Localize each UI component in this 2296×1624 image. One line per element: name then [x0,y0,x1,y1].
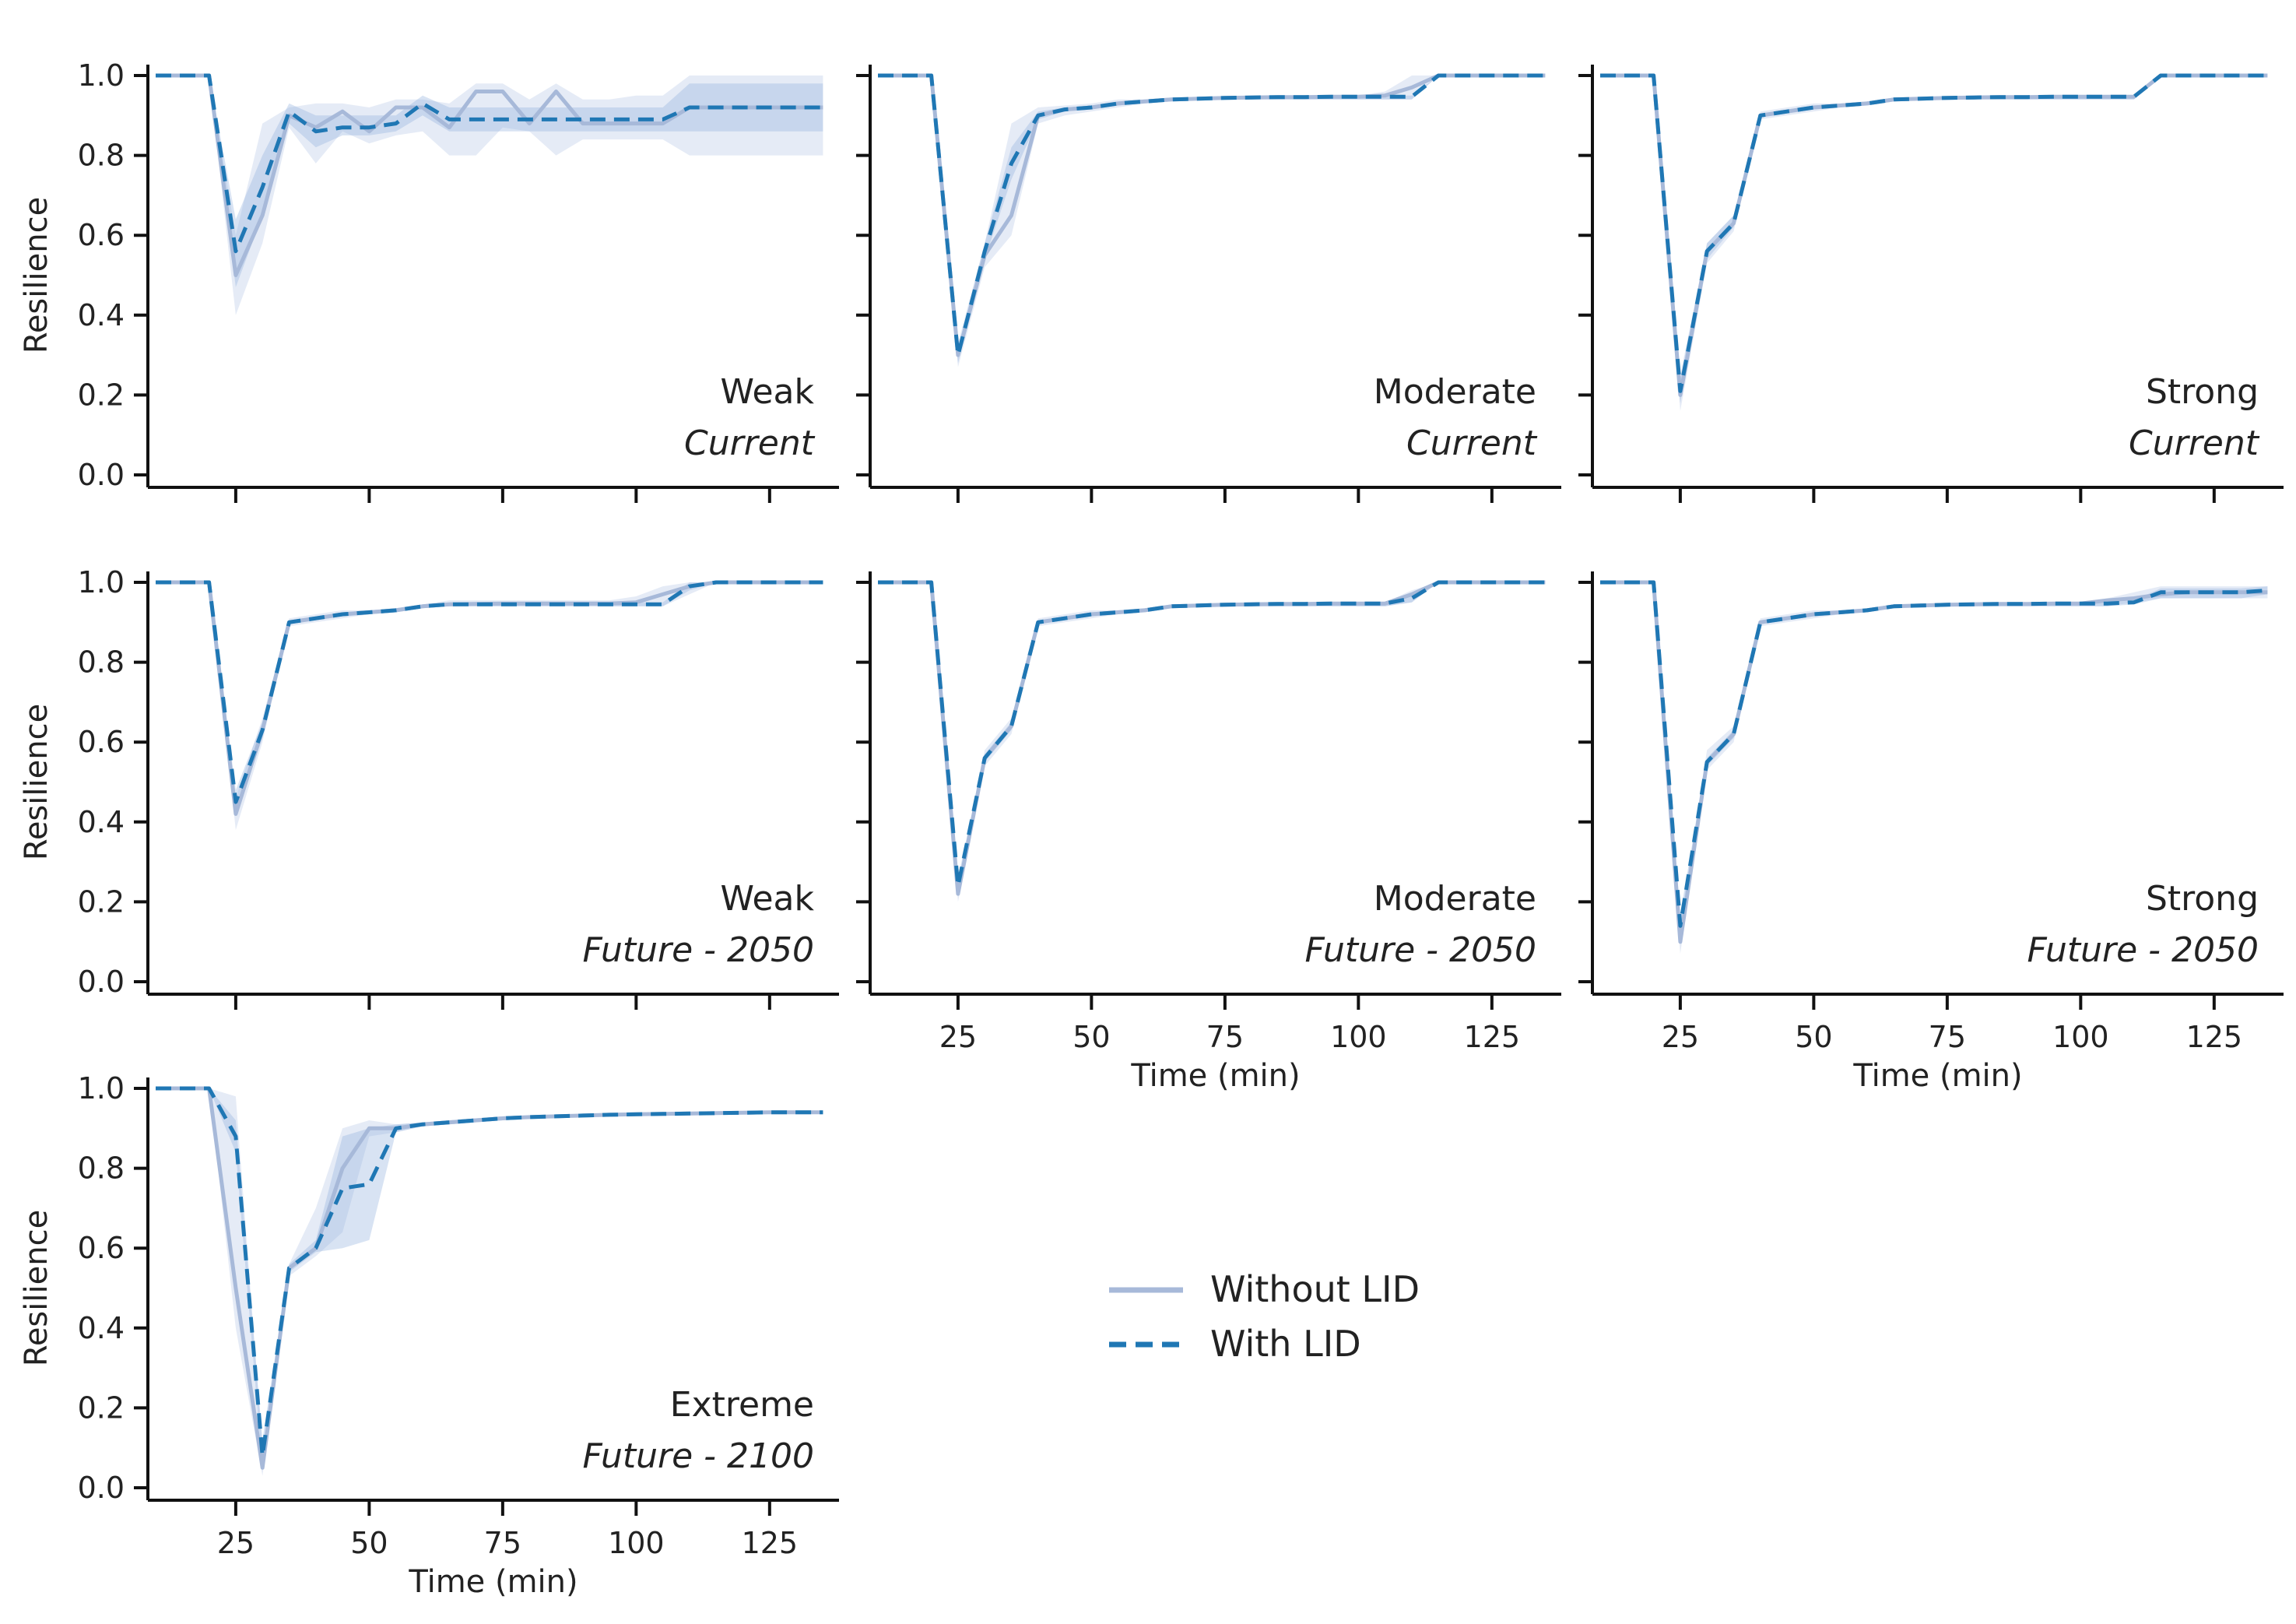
x-tick-label: 25 [1662,1020,1699,1054]
panel-subtitle: Future - 2050 [1304,930,1536,970]
y-tick-label: 0.0 [78,1471,125,1505]
band-without-lid [1600,76,2268,411]
panel-title: Moderate [1374,372,1536,412]
x-axis-title: Time (min) [408,1564,578,1600]
y-tick-label: 0.8 [78,645,125,680]
x-tick-label: 50 [1073,1020,1110,1054]
band-with-lid [156,76,823,287]
panel-weak-current: 0.0 0.2 0.4 0.6 0.8 1.0 Resilience Weak Current [19,58,839,503]
panel-title: Extreme [670,1385,814,1425]
y-tick-label: 0.2 [78,884,125,919]
panel-moderate-current: Moderate Current [856,65,1561,503]
y-tick-label: 0.8 [78,139,125,173]
panels: 0.00.20.40.60.81.0ResilienceWeakCurrentM… [19,58,2284,1600]
panel-moderate-2050: 25 50 75 100 125 Time (min) Moderate Future - 2… [856,571,1561,1094]
y-tick-label: 0.4 [78,1311,125,1345]
panel-subtitle: Future - 2050 [582,930,814,970]
series-without-lid [156,580,823,816]
band-without-lid [156,76,823,315]
y-tick-label: 1.0 [78,1071,125,1106]
panel-strong-2050: 25 50 75 100 125 Time (min) Strong Future - 205… [1578,571,2284,1094]
x-tick-label: 25 [217,1526,255,1560]
series-without-lid [878,580,1546,896]
panel-strong-current: Strong Current [1578,65,2284,503]
y-tick-label: 0.2 [78,1390,125,1425]
legend-with-lid-label: With LID [1210,1323,1361,1365]
y-tick-label: 1.0 [78,58,125,93]
band-with-lid [156,582,823,814]
series-with-lid [1600,580,2268,928]
band-without-lid [878,582,1546,902]
x-axis-title: Time (min) [1852,1058,2022,1094]
y-tick-label: 1.0 [78,565,125,599]
series-with-lid [1600,73,2268,393]
series-with-lid [156,1086,823,1458]
x-tick-label: 125 [1464,1020,1521,1054]
x-tick-label: 50 [350,1526,388,1560]
y-tick-label: 0.6 [78,1231,125,1265]
x-tick-label: 125 [742,1526,799,1560]
band-with-lid [878,582,1546,895]
x-tick-label: 100 [608,1526,665,1560]
panel-subtitle: Future - 2050 [2027,930,2259,970]
x-tick-label: 100 [1330,1020,1387,1054]
panel-subtitle: Current [684,424,816,463]
panel-title: Moderate [1374,879,1536,919]
y-tick-label: 0.6 [78,218,125,252]
series-without-lid [1600,73,2268,397]
y-axis-title: Resilience [19,197,54,353]
x-axis-title: Time (min) [1130,1058,1300,1094]
series-without-lid [878,73,1546,357]
x-tick-label: 25 [939,1020,977,1054]
x-tick-label: 75 [484,1526,521,1560]
band-with-lid [1600,76,2268,403]
y-axis-title: Resilience [19,704,54,860]
y-tick-label: 0.0 [78,458,125,492]
x-tick-label: 100 [2052,1020,2109,1054]
panel-title: Strong [2146,372,2259,412]
series-with-lid [156,580,823,804]
band-without-lid [878,76,1546,367]
y-tick-label: 0.4 [78,298,125,332]
series-with-lid [156,73,823,254]
panel-title: Weak [721,372,815,412]
x-tick-label: 50 [1795,1020,1832,1054]
series-with-lid [878,580,1546,888]
panel-subtitle: Current [1406,424,1538,463]
legend-without-lid-label: Without LID [1210,1268,1420,1310]
panel-subtitle: Future - 2100 [582,1436,814,1476]
band-without-lid [156,582,823,831]
band-without-lid [156,1088,823,1476]
y-axis-title: Resilience [19,1210,54,1366]
panel-title: Strong [2146,879,2259,919]
x-tick-label: 75 [1206,1020,1244,1054]
series-with-lid [878,73,1546,357]
panel-extreme-2100: 0.0 0.2 0.4 0.6 0.8 1.0 25 50 75 100 125 Resilience… [19,1071,839,1600]
legend: Without LID With LID [1109,1268,1420,1365]
panel-weak-2050: 0.0 0.2 0.4 0.6 0.8 1.0 Resilience Weak Future -… [19,565,839,1010]
y-tick-label: 0.2 [78,378,125,412]
y-tick-label: 0.0 [78,965,125,999]
y-tick-label: 0.4 [78,805,125,839]
y-tick-label: 0.8 [78,1151,125,1186]
panel-subtitle: Current [2129,424,2260,463]
band-with-lid [878,76,1546,364]
x-tick-label: 125 [2186,1020,2243,1054]
panel-title: Weak [721,879,815,919]
x-tick-label: 75 [1929,1020,1966,1054]
y-tick-label: 0.6 [78,725,125,759]
